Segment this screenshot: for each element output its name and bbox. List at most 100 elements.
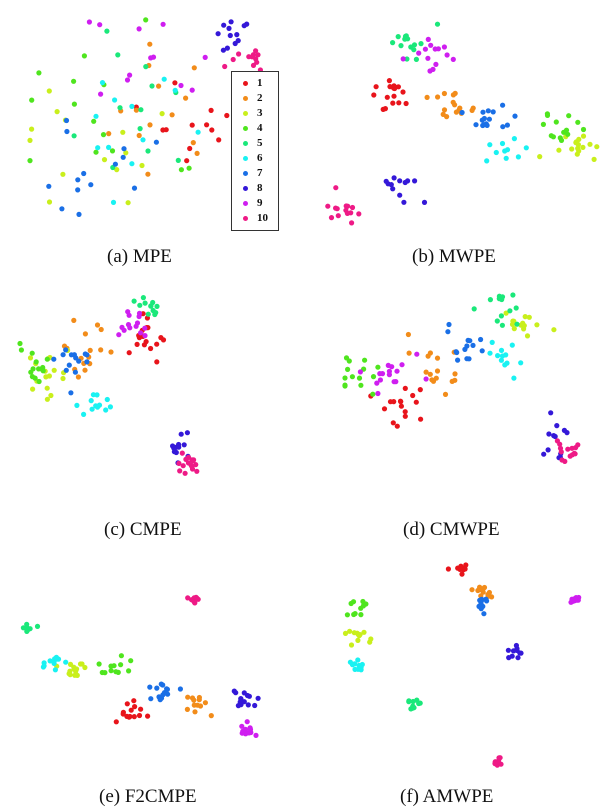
scatter-point-class-10 [191, 457, 197, 463]
scatter-point-class-7 [63, 367, 69, 373]
scatter-point-class-3 [159, 111, 165, 117]
scatter-point-class-2 [452, 102, 458, 108]
scatter-point-class-9 [389, 364, 395, 370]
scatter-point-class-5 [131, 298, 137, 304]
scatter-point-class-7 [512, 113, 518, 119]
scatter-point-class-6 [88, 398, 94, 404]
scatter-point-class-3 [66, 671, 72, 677]
scatter-point-class-3 [569, 146, 575, 152]
scatter-point-class-6 [487, 142, 493, 148]
scatter-point-class-4 [558, 137, 565, 143]
scatter-point-class-5 [510, 292, 516, 298]
scatter-point-class-8 [518, 650, 524, 656]
scatter-point-class-5 [498, 313, 504, 319]
scatter-point-class-4 [17, 340, 23, 347]
scatter-point-class-7 [500, 124, 506, 130]
scatter-point-class-9 [138, 330, 144, 336]
scatter-point-class-1 [148, 345, 154, 352]
scatter-point-class-1 [410, 392, 416, 399]
scatter-point-class-7 [479, 596, 485, 602]
panel-caption-b: (b) MWPE [412, 246, 496, 267]
scatter-point-class-3 [587, 141, 593, 147]
legend-label-10: 10 [257, 212, 268, 224]
scatter-point-class-8 [255, 695, 261, 701]
legend-label-9: 9 [257, 197, 263, 209]
scatter-point-class-4 [118, 662, 124, 668]
scatter-point-class-6 [504, 147, 511, 153]
panel-caption-f: (f) AMWPE [400, 786, 494, 807]
scatter-point-class-4 [71, 78, 77, 84]
scatter-point-class-6 [484, 158, 490, 164]
scatter-point-class-3 [348, 642, 355, 648]
scatter-point-class-6 [518, 360, 524, 366]
scatter-point-class-3 [27, 355, 34, 361]
scatter-point-class-8 [545, 447, 551, 453]
scatter-point-class-6 [51, 658, 57, 665]
scatter-point-class-8 [245, 702, 251, 708]
scatter-point-class-9 [435, 46, 441, 52]
scatter-point-class-9 [399, 362, 405, 368]
legend-label-1: 1 [257, 77, 263, 89]
scatter-point-class-4 [370, 374, 377, 380]
legend-marker-9 [243, 201, 248, 206]
scatter-point-class-6 [495, 353, 501, 359]
scatter-point-class-8 [541, 451, 547, 457]
scatter-point-class-7 [164, 686, 170, 693]
scatter-point-class-1 [124, 701, 130, 707]
scatter-point-class-1 [371, 92, 377, 98]
scatter-point-class-9 [377, 371, 383, 377]
scatter-point-class-2 [98, 326, 104, 333]
scatter-point-class-1 [224, 112, 230, 119]
scatter-point-class-3 [503, 310, 509, 316]
scatter-point-class-9 [253, 732, 259, 739]
panel-caption-d: (d) CMWPE [403, 519, 500, 540]
scatter-point-class-6 [52, 667, 59, 673]
scatter-point-class-8 [227, 32, 233, 39]
scatter-point-class-2 [169, 112, 175, 118]
scatter-point-class-7 [446, 321, 452, 328]
scatter-point-class-6 [89, 406, 95, 412]
scatter-point-class-10 [333, 185, 339, 191]
scatter-point-class-7 [121, 146, 127, 152]
scatter-point-class-9 [386, 372, 392, 378]
scatter-point-class-4 [71, 101, 77, 107]
scatter-point-class-9 [148, 55, 154, 61]
scatter-point-class-4 [346, 358, 352, 364]
scatter-point-class-8 [515, 655, 521, 661]
scatter-point-class-5 [402, 36, 408, 42]
scatter-point-class-9 [394, 368, 400, 374]
scatter-point-class-3 [46, 88, 52, 94]
scatter-point-class-9 [430, 66, 436, 72]
scatter-point-class-6 [515, 154, 522, 160]
scatter-point-class-1 [131, 714, 137, 720]
scatter-point-class-9 [244, 719, 250, 725]
legend-label-6: 6 [257, 152, 263, 164]
scatter-point-class-10 [349, 220, 355, 226]
scatter-point-class-9 [357, 369, 363, 375]
scatter-point-class-5 [398, 43, 404, 49]
scatter-point-class-2 [183, 95, 189, 101]
scatter-point-class-3 [576, 136, 582, 142]
legend-marker-3 [243, 111, 248, 116]
scatter-point-class-4 [362, 357, 368, 363]
legend-label-7: 7 [257, 167, 263, 179]
scatter-point-class-2 [133, 107, 139, 113]
scatter-point-class-7 [473, 122, 479, 128]
scatter-point-class-1 [394, 423, 400, 429]
scatter-point-class-4 [126, 668, 132, 674]
scatter-point-class-10 [176, 460, 182, 466]
scatter-point-class-1 [445, 566, 451, 572]
scatter-point-class-2 [405, 331, 411, 338]
scatter-point-class-8 [252, 702, 258, 709]
scatter-point-class-7 [112, 161, 118, 167]
scatter-point-class-7 [84, 359, 90, 365]
scatter-point-class-8 [220, 47, 226, 53]
scatter-point-class-2 [480, 589, 486, 595]
scatter-point-class-1 [136, 712, 143, 719]
scatter-point-class-1 [187, 145, 193, 152]
scatter-point-class-3 [79, 661, 85, 667]
scatter-point-class-1 [392, 85, 398, 92]
scatter-point-class-5 [117, 105, 123, 111]
scatter-point-class-6 [129, 103, 135, 109]
scatter-point-class-3 [551, 327, 557, 333]
